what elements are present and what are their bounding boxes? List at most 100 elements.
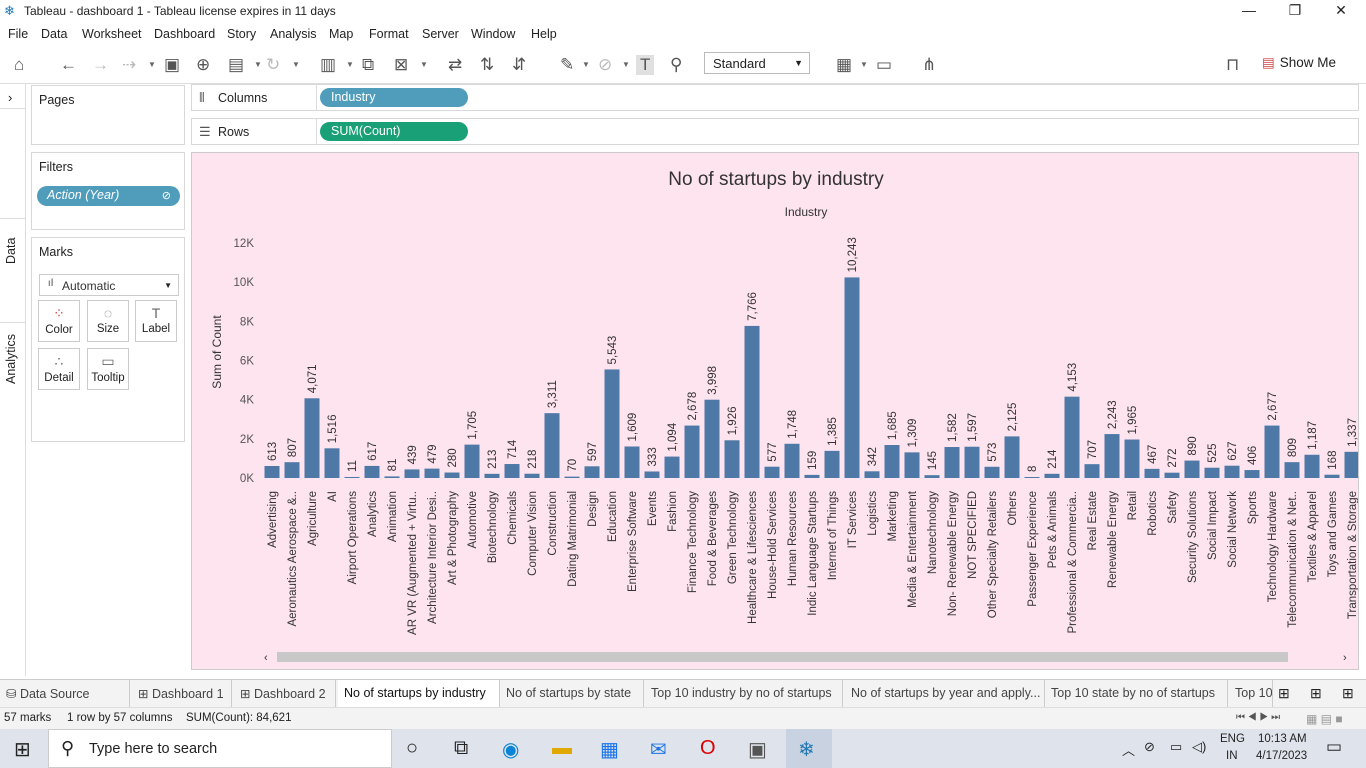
tab-top-10-industry[interactable]: Top 10 industry by no of startups <box>645 680 843 707</box>
volume-icon[interactable]: ◁) <box>1192 739 1207 754</box>
sum-count-pill[interactable]: SUM(Count) <box>320 122 468 141</box>
menu-data[interactable]: Data <box>41 27 68 41</box>
detail-button[interactable]: ∴ Detail <box>38 348 80 390</box>
industry-pill[interactable]: Industry <box>320 88 468 107</box>
label-button[interactable]: T Label <box>135 300 177 342</box>
tab-no-of-startups-by-year[interactable]: No of startups by year and apply... <box>845 680 1045 707</box>
tooltip-button[interactable]: ▭ Tooltip <box>87 348 129 390</box>
presentation-icon[interactable]: ▭ <box>876 55 893 74</box>
menu-analysis[interactable]: Analysis <box>270 27 317 41</box>
menu-help[interactable]: Help <box>531 27 557 41</box>
scrollbar-thumb[interactable] <box>277 652 1288 662</box>
battery-icon[interactable]: ▭ <box>1170 739 1183 754</box>
save-icon[interactable]: ▣ <box>164 55 181 74</box>
refresh-icon[interactable]: ↻ <box>266 55 281 74</box>
analytics-tab[interactable]: Analytics <box>4 333 18 384</box>
minimize-icon[interactable]: — <box>1242 2 1256 18</box>
chart-area[interactable]: No of startups by industry Industry Sum of… <box>191 152 1359 670</box>
clear-sheet-icon[interactable]: ⊠ <box>394 55 409 74</box>
chevron-down-icon[interactable]: ▼ <box>420 60 428 69</box>
tray-chevron-icon[interactable]: ︿ <box>1122 743 1136 758</box>
tableau-taskbar-button[interactable]: ❄ <box>786 729 832 768</box>
tab-dashboard-2[interactable]: ⊞ Dashboard 2 <box>234 680 336 707</box>
expand-icon[interactable]: › <box>8 90 13 105</box>
filter-pill-action-year[interactable]: Action (Year) ⊘ <box>37 186 180 206</box>
tab-top-10-state[interactable]: Top 10 state by no of startups <box>1045 680 1228 707</box>
color-button[interactable]: ⁘ Color <box>38 300 80 342</box>
tab-no-of-startups-by-state[interactable]: No of startups by state <box>500 680 644 707</box>
menu-file[interactable]: File <box>8 27 29 41</box>
file-explorer-icon[interactable]: ▬ <box>552 737 572 759</box>
chevron-down-icon[interactable]: ▼ <box>292 60 300 69</box>
opera-icon[interactable]: O <box>700 737 716 759</box>
new-data-source-icon[interactable]: ⊕ <box>196 55 211 74</box>
tab-top-10[interactable]: Top 10 <box>1229 680 1273 707</box>
menu-server[interactable]: Server <box>422 27 459 41</box>
clock-date[interactable]: 4/17/2023 <box>1256 750 1308 762</box>
restore-icon[interactable]: ❐ <box>1288 2 1302 18</box>
scroll-right-icon[interactable]: › <box>1343 652 1347 664</box>
scroll-left-icon[interactable]: ‹ <box>264 652 268 664</box>
replay-icon[interactable]: ⇢ <box>122 55 137 74</box>
format-painter-icon[interactable]: ⊓ <box>1226 55 1240 74</box>
sheet-navigation-icon[interactable]: ⏮ ◀ ▶ ⏭ <box>1236 712 1281 723</box>
new-story-icon[interactable]: ⊞ <box>1342 685 1354 701</box>
sort-ascending-icon[interactable]: ⇅ <box>480 55 495 74</box>
group-icon[interactable]: ⊘ <box>598 55 613 74</box>
menu-dashboard[interactable]: Dashboard <box>154 27 216 41</box>
filters-card[interactable]: Filters Action (Year) ⊘ <box>31 152 185 230</box>
mail-icon[interactable]: ✉ <box>650 739 667 761</box>
duplicate-icon[interactable]: ⧉ <box>362 55 375 74</box>
tab-dashboard-1[interactable]: ⊞ Dashboard 1 <box>132 680 232 707</box>
taskbar-search[interactable]: ⚲ Type here to search <box>48 729 392 768</box>
pin-icon[interactable]: ⚲ <box>670 55 683 74</box>
view-sorter-icon[interactable]: ▦ ▤ ■ <box>1306 712 1343 726</box>
show-me-button[interactable]: ▤ Show Me <box>1262 55 1336 71</box>
store-icon[interactable]: ▦ <box>600 739 619 761</box>
home-icon[interactable]: ⌂ <box>14 55 25 74</box>
columns-shelf[interactable]: ⦀ Columns Industry <box>191 84 1359 111</box>
menu-worksheet[interactable]: Worksheet <box>82 27 142 41</box>
menu-format[interactable]: Format <box>369 27 409 41</box>
redo-icon[interactable]: → <box>92 55 109 74</box>
close-icon[interactable]: ✕ <box>1335 2 1347 18</box>
chevron-down-icon[interactable]: ▼ <box>346 60 354 69</box>
chevron-down-icon[interactable]: ▼ <box>254 60 262 69</box>
menu-story[interactable]: Story <box>227 27 257 41</box>
share-icon[interactable]: ⋔ <box>922 55 937 74</box>
horizontal-scrollbar[interactable]: ‹ › <box>261 650 1355 664</box>
data-tab[interactable]: Data <box>4 237 18 264</box>
region-code[interactable]: IN <box>1226 750 1238 762</box>
chevron-down-icon[interactable]: ▼ <box>622 60 630 69</box>
swap-icon[interactable]: ⇄ <box>448 55 463 74</box>
show-cards-icon[interactable]: ▦ <box>836 55 853 74</box>
mark-type-select[interactable]: ıl Automatic ▼ <box>39 274 179 296</box>
size-button[interactable]: ◌ Size <box>87 300 129 342</box>
undo-icon[interactable]: ← <box>60 55 77 74</box>
menu-window[interactable]: Window <box>471 27 516 41</box>
clock-time[interactable]: 10:13 AM <box>1258 733 1307 745</box>
new-sheet-icon[interactable]: ⊞ <box>1278 685 1290 701</box>
chevron-down-icon[interactable]: ▼ <box>582 60 590 69</box>
sort-descending-icon[interactable]: ⇵ <box>512 55 527 74</box>
language-code[interactable]: ENG <box>1220 733 1245 745</box>
notifications-icon[interactable]: ▭ <box>1326 737 1343 756</box>
task-view-icon[interactable]: ⧉ <box>454 737 469 759</box>
pause-updates-icon[interactable]: ▤ <box>228 55 245 74</box>
cortana-icon[interactable]: ○ <box>406 737 419 759</box>
edge-icon[interactable]: ◉ <box>502 739 520 761</box>
fit-select[interactable]: Standard ▼ <box>704 52 810 74</box>
tab-data-source[interactable]: ⛁ Data Source <box>0 680 130 707</box>
chevron-down-icon[interactable]: ▼ <box>860 60 868 69</box>
windows-start-icon[interactable]: ⊞ <box>14 739 31 761</box>
tab-no-of-startups-by-industry[interactable]: No of startups by industry <box>338 680 500 707</box>
network-icon[interactable]: ⊘ <box>1144 739 1155 754</box>
highlight-icon[interactable]: ✎ <box>560 55 575 74</box>
pages-card[interactable]: Pages <box>31 85 185 145</box>
computer-icon[interactable]: ▣ <box>748 739 767 761</box>
chevron-down-icon[interactable]: ▼ <box>148 60 156 69</box>
new-dashboard-icon[interactable]: ⊞ <box>1310 685 1322 701</box>
new-worksheet-icon[interactable]: ▥ <box>320 55 337 74</box>
menu-map[interactable]: Map <box>329 27 354 41</box>
show-labels-icon[interactable]: T <box>636 55 655 75</box>
